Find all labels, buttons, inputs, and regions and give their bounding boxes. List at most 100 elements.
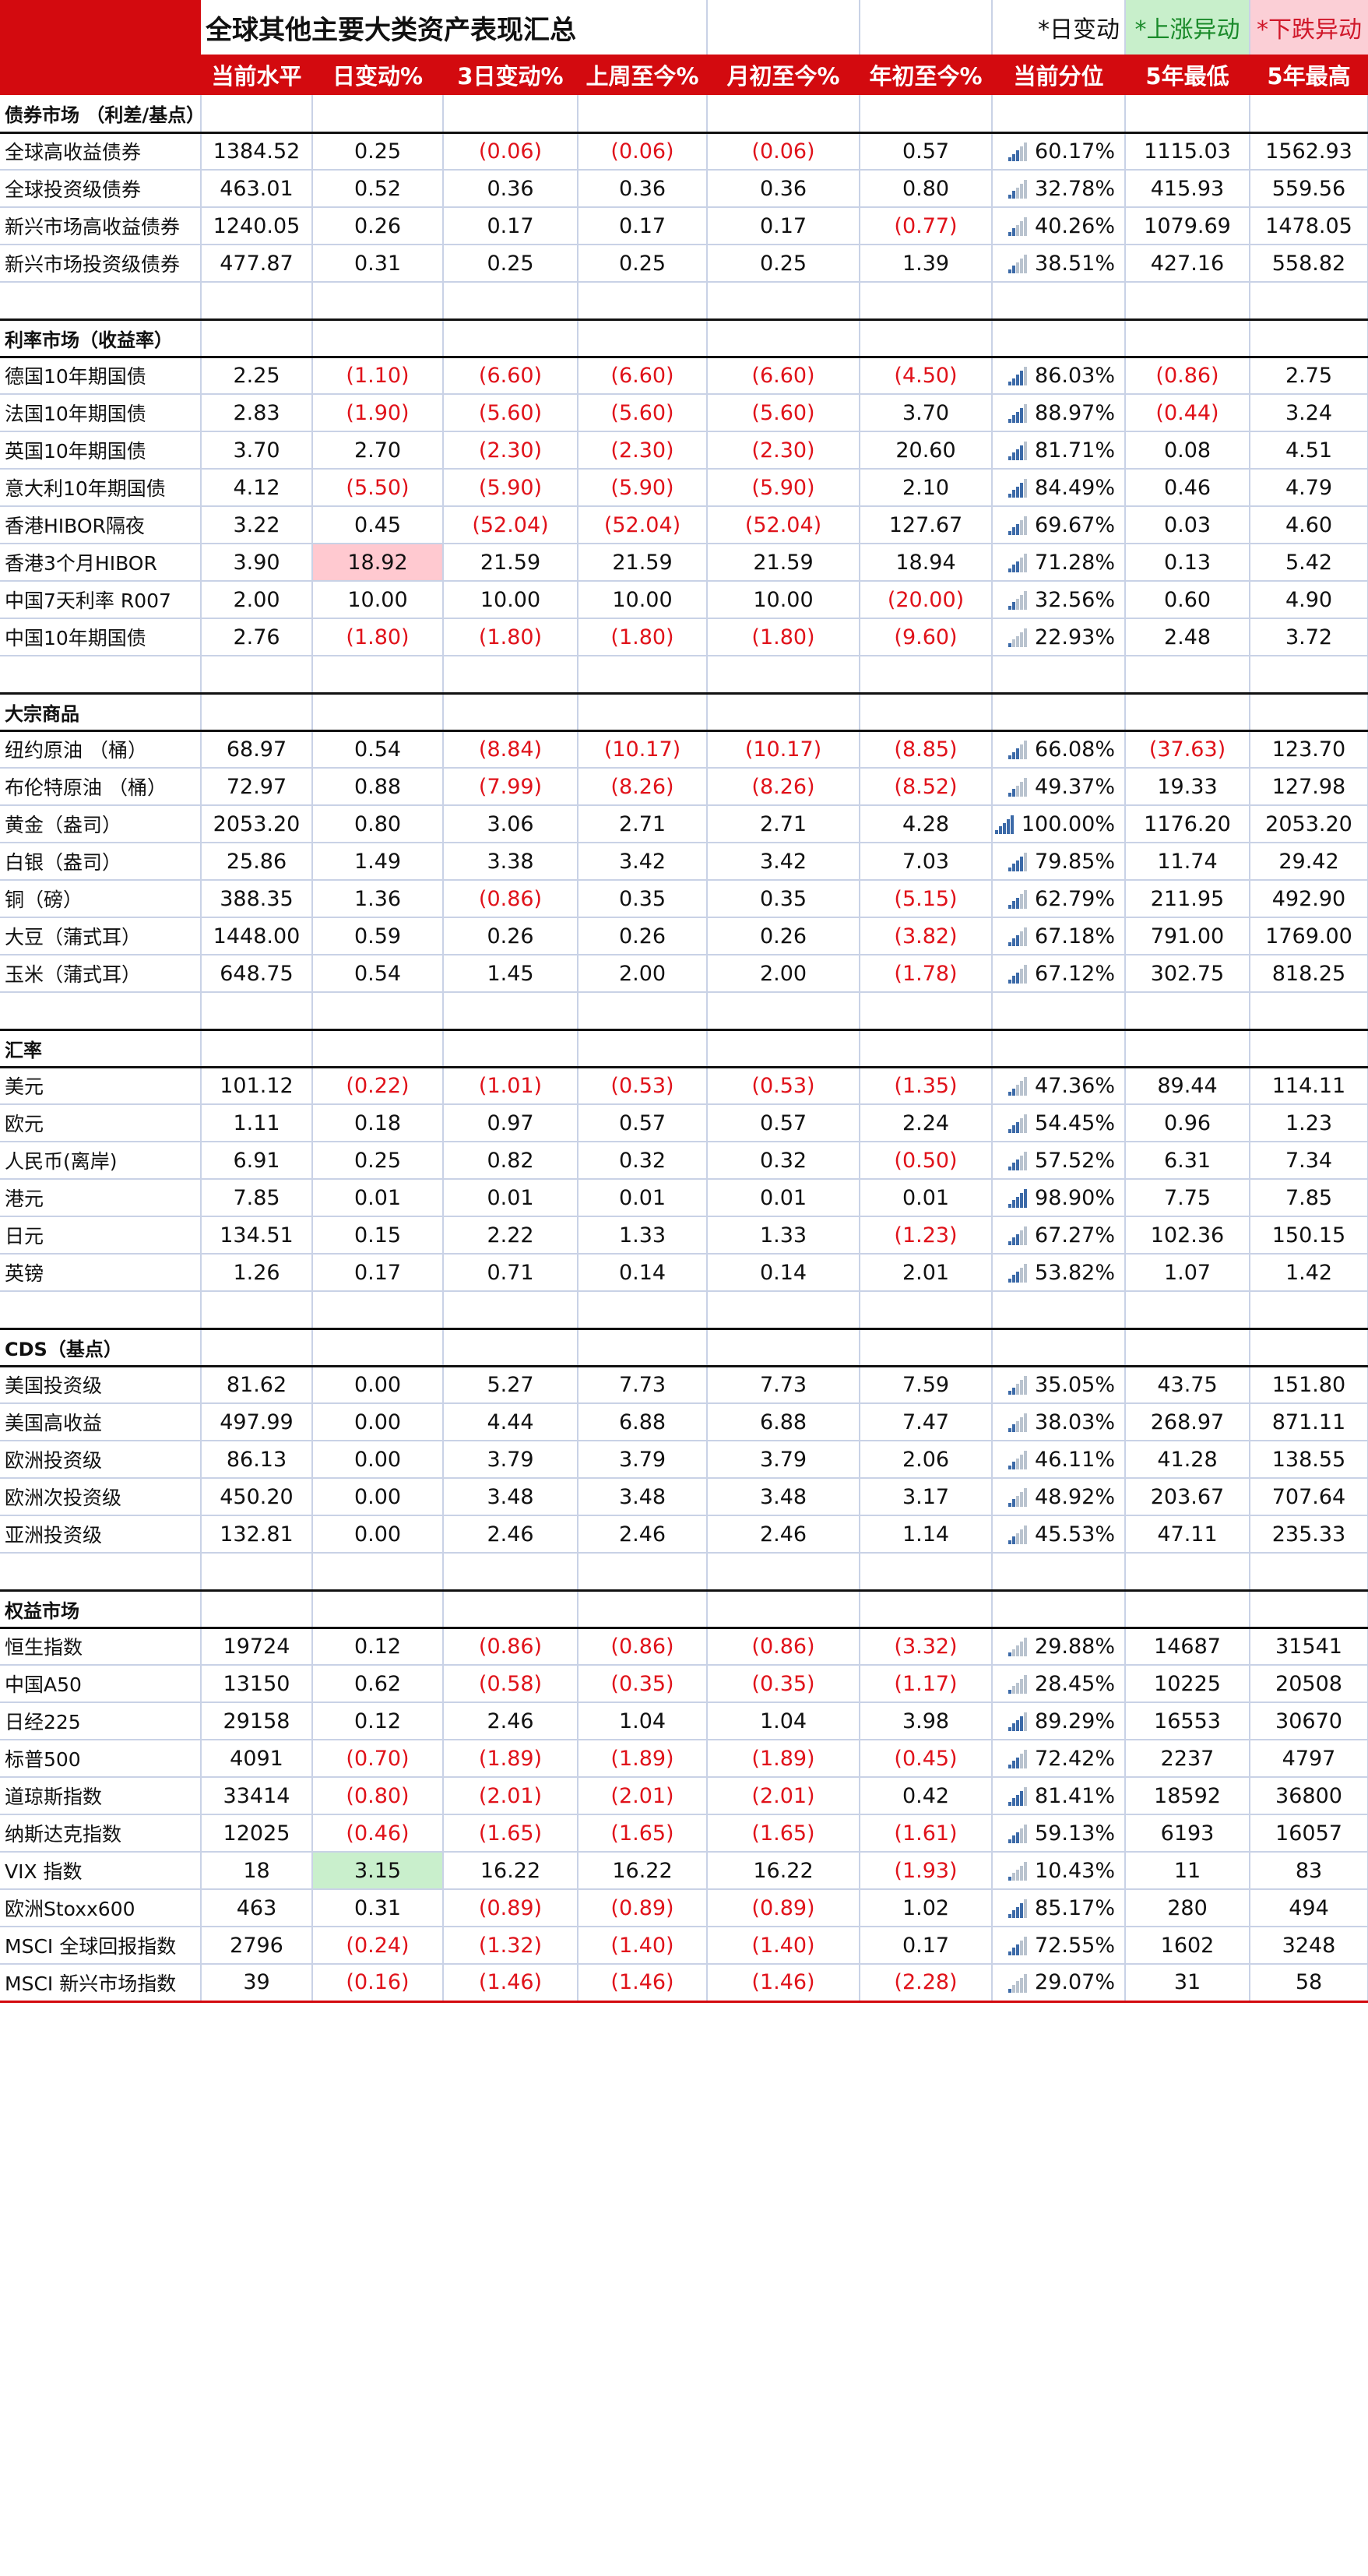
- value-cell-mtd: (10.17): [707, 730, 860, 769]
- value-cell-level: 450.20: [201, 1478, 313, 1516]
- signal-bar: [1012, 153, 1016, 162]
- empty-cell: [443, 95, 578, 134]
- signal-bar: [1012, 1985, 1016, 1993]
- value-cell-d3: (7.99): [443, 768, 578, 806]
- value-cell-mtd: (1.89): [707, 1740, 860, 1778]
- value-cell-high: 4.60: [1250, 506, 1368, 544]
- percentile-value: 38.51%: [1035, 251, 1115, 276]
- empty-cell: [1250, 282, 1368, 321]
- asset-row: 布伦特原油 （桶） 72.97 0.88 (7.99) (8.26) (8.26) (8.5…: [0, 768, 1368, 806]
- empty-cell: [0, 992, 202, 1031]
- empty-cell: [707, 1291, 860, 1330]
- signal-bar: [1008, 1129, 1012, 1133]
- value-cell-d1: (0.22): [312, 1067, 444, 1105]
- signal-bar: [1008, 1765, 1012, 1768]
- value-cell-mtd: 0.17: [707, 207, 860, 245]
- asset-row: 人民币(离岸) 6.91 0.25 0.82 0.32 0.32 (0.50) 57.52% 6…: [0, 1142, 1368, 1180]
- value-cell-ytd: 7.03: [860, 843, 993, 881]
- value-cell-mtd: 0.25: [707, 245, 860, 283]
- signal-bar: [1012, 751, 1016, 760]
- signal-bar: [1020, 1716, 1024, 1731]
- empty-cell: [0, 1553, 202, 1592]
- value-cell-level: 4.12: [201, 469, 313, 507]
- percentile-cell: 62.79%: [992, 880, 1126, 918]
- signal-bars-icon: [1008, 516, 1028, 535]
- signal-bars-icon: [1008, 1937, 1028, 1955]
- section-spacer-row: [0, 656, 1368, 695]
- signal-bar: [1008, 1241, 1012, 1245]
- percentile-value: 72.42%: [1035, 1746, 1115, 1771]
- signal-bar: [1020, 1642, 1024, 1657]
- signal-bar: [1016, 1794, 1020, 1806]
- value-cell-wtd: (1.80): [578, 618, 708, 656]
- value-cell-d1: 0.31: [312, 1889, 444, 1927]
- column-header: 5年最低: [1125, 55, 1250, 95]
- signal-bar: [1008, 1428, 1012, 1432]
- legend-up-anomaly: *上涨异动: [1125, 0, 1250, 55]
- value-cell-mtd: 10.00: [707, 581, 860, 619]
- value-cell-low: (0.44): [1125, 394, 1250, 432]
- empty-cell: [707, 656, 860, 695]
- value-cell-wtd: (2.30): [578, 431, 708, 470]
- value-cell-level: 463.01: [201, 170, 313, 208]
- asset-row: 英镑 1.26 0.17 0.71 0.14 0.14 2.01 53.82% 1.07 1.42: [0, 1254, 1368, 1292]
- value-cell-level: 19724: [201, 1628, 313, 1666]
- signal-bar: [1024, 1376, 1028, 1395]
- percentile-value: 54.45%: [1035, 1110, 1115, 1135]
- signal-bar: [1016, 523, 1020, 535]
- value-cell-ytd: (4.50): [860, 357, 993, 395]
- value-cell-ytd: 2.24: [860, 1104, 993, 1142]
- value-cell-mtd: (5.90): [707, 469, 860, 507]
- value-cell-mtd: 0.32: [707, 1142, 860, 1180]
- signal-bar: [1024, 1675, 1028, 1694]
- signal-bar: [1012, 789, 1016, 797]
- asset-row: 欧元 1.11 0.18 0.97 0.57 0.57 2.24 54.45% 0.96 1.23: [0, 1104, 1368, 1142]
- empty-cell: [0, 1291, 202, 1330]
- value-cell-low: 791.00: [1125, 917, 1250, 955]
- signal-bar: [1024, 1488, 1028, 1507]
- asset-row: 美国高收益 497.99 0.00 4.44 6.88 6.88 7.47 38.03% 268…: [0, 1403, 1368, 1441]
- asset-row: 纳斯达克指数 12025 (0.46) (1.65) (1.65) (1.65) (1.61…: [0, 1814, 1368, 1853]
- value-cell-wtd: (1.40): [578, 1927, 708, 1965]
- signal-bar: [1012, 1536, 1016, 1544]
- value-cell-level: 13150: [201, 1665, 313, 1703]
- value-cell-high: 58: [1250, 1964, 1368, 2003]
- empty-cell: [0, 656, 202, 695]
- empty-cell: [1250, 992, 1368, 1031]
- empty-cell: [312, 1029, 444, 1068]
- empty-cell: [860, 656, 993, 695]
- signal-bar: [1012, 1761, 1016, 1768]
- signal-bar: [1024, 1226, 1028, 1245]
- percentile-value: 45.53%: [1035, 1522, 1115, 1547]
- section-header-row: 大宗商品: [0, 693, 1368, 732]
- signal-bar: [1016, 262, 1020, 273]
- value-cell-d1: 0.54: [312, 730, 444, 769]
- percentile-cell: 79.85%: [992, 843, 1126, 881]
- signal-bar: [1020, 1753, 1024, 1768]
- value-cell-mtd: (2.30): [707, 431, 860, 470]
- signal-bar: [1012, 976, 1016, 984]
- signal-bars-icon: [1008, 367, 1028, 386]
- value-cell-mtd: (6.60): [707, 357, 860, 395]
- signal-bar: [1016, 1196, 1020, 1208]
- value-cell-wtd: 0.26: [578, 917, 708, 955]
- signal-bar: [1020, 1491, 1024, 1507]
- value-cell-d3: (0.89): [443, 1889, 578, 1927]
- signal-bar: [1012, 1462, 1016, 1469]
- value-cell-d1: 0.00: [312, 1403, 444, 1441]
- signal-bars-icon: [1008, 1077, 1028, 1096]
- percentile-value: 32.78%: [1035, 176, 1115, 201]
- signal-bar: [1016, 1420, 1020, 1432]
- signal-bars-icon: [1008, 628, 1028, 647]
- value-cell-d1: 0.25: [312, 132, 444, 171]
- value-cell-wtd: 0.25: [578, 245, 708, 283]
- signal-bar: [1012, 1835, 1016, 1843]
- value-cell-level: 68.97: [201, 730, 313, 769]
- asset-name: 香港HIBOR隔夜: [0, 506, 202, 544]
- value-cell-high: 707.64: [1250, 1478, 1368, 1516]
- section-header-row: CDS（基点）: [0, 1328, 1368, 1367]
- percentile-value: 60.17%: [1035, 139, 1115, 164]
- value-cell-d3: 16.22: [443, 1852, 578, 1890]
- empty-cell: [1250, 656, 1368, 695]
- asset-row: 日元 134.51 0.15 2.22 1.33 1.33 (1.23) 67.27% 102.…: [0, 1216, 1368, 1255]
